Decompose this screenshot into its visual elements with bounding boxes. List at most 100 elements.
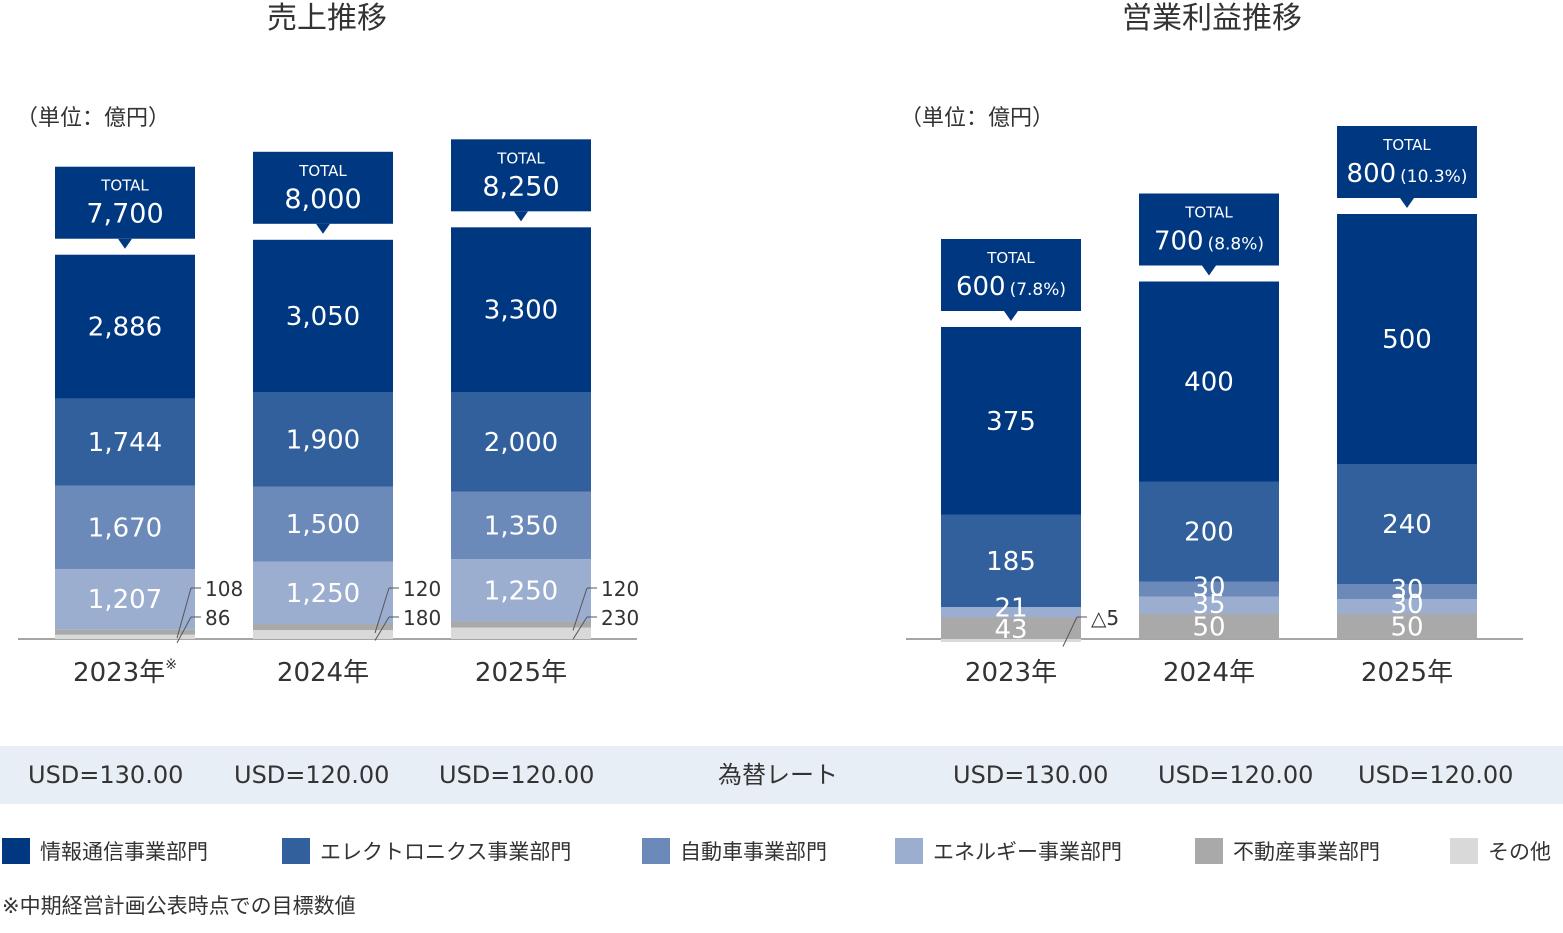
fx-rate-profit-2025: USD=120.00	[1358, 761, 1514, 789]
sales-segment-label: 1,207	[88, 585, 162, 615]
legend-label: その他	[1488, 840, 1551, 864]
sales-category-text: 2025年	[475, 658, 567, 688]
sales-bar-segment	[55, 629, 195, 635]
sales-total-pointer	[316, 223, 330, 234]
sales-total-value: 8,000	[284, 184, 361, 215]
profit-segment-label: 500	[1382, 325, 1432, 355]
profit-bar-segment	[1337, 614, 1477, 639]
sales-bar-segment	[253, 624, 393, 631]
profit-segment-label: 185	[986, 547, 1036, 577]
profit-segment-label: 30	[1192, 573, 1225, 603]
profit-bar-segment	[1337, 214, 1477, 464]
legend-item-other: その他	[1450, 836, 1551, 866]
sales-total-label: TOTAL	[496, 149, 545, 167]
legend-item-automotive: 自動車事業部門	[642, 836, 827, 866]
profit-category-label: 2023年	[965, 658, 1057, 688]
profit-bar-segment	[941, 607, 1081, 618]
profit-total-pointer	[1004, 311, 1018, 321]
sales-leader-line	[374, 587, 390, 634]
profit-total-callout: TOTAL 600 (7.8%)	[941, 239, 1081, 321]
sales-category-text: 2023年	[73, 658, 165, 688]
sales-total-pointer	[118, 238, 132, 249]
profit-bar-segment	[941, 639, 1081, 642]
profit-total-callout: TOTAL 700 (8.8%)	[1139, 193, 1279, 276]
legend-label: 不動産事業部門	[1233, 840, 1380, 864]
sales-outside-label: 230	[601, 606, 639, 630]
sales-bars: 2,886 1,744 1,670 1,207 108 86 TOTAL 7,700 2023年…	[18, 139, 639, 688]
legend-label: 情報通信事業部門	[40, 840, 208, 864]
profit-segment-label: 240	[1382, 510, 1432, 540]
legend-item-energy: エネルギー事業部門	[895, 836, 1122, 866]
profit-total-value: 800 (10.3%)	[1347, 159, 1468, 189]
sales-total-value: 7,700	[86, 199, 163, 230]
sales-leader-line	[572, 587, 588, 631]
legend-swatch	[1450, 838, 1478, 864]
profit-total-margin: (7.8%)	[1010, 280, 1066, 300]
sales-segment-label: 1,350	[484, 511, 558, 541]
profit-total-amount: 800	[1347, 159, 1397, 189]
legend: 情報通信事業部門 エレクトロニクス事業部門 自動車事業部門 エネルギー事業部門 …	[0, 836, 1563, 866]
sales-bar-segment	[253, 391, 393, 487]
profit-segment-label: 50	[1390, 613, 1423, 643]
sales-bar-segment	[253, 239, 393, 392]
profit-outside-label: △5	[1091, 606, 1119, 630]
sales-bar-segment	[253, 486, 393, 562]
sales-bar-segment	[253, 630, 393, 639]
sales-category-note-mark: ※	[165, 657, 177, 673]
sales-segment-label: 3,050	[286, 302, 360, 332]
sales-total-value: 8,250	[482, 171, 559, 202]
sales-total-pointer	[514, 211, 528, 222]
profit-category-text: 2024年	[1163, 658, 1255, 688]
sales-total-callout: TOTAL 8,250	[451, 139, 591, 222]
profit-bar-segment	[1337, 584, 1477, 599]
sales-total-label: TOTAL	[298, 162, 347, 180]
sales-bar-segment	[253, 561, 393, 625]
profit-bar-segment	[941, 327, 1081, 515]
profit-bar-segment	[1139, 481, 1279, 582]
legend-item-ict: 情報通信事業部門	[2, 836, 208, 866]
sales-outside-label: 86	[205, 606, 230, 630]
profit-total-margin: (10.3%)	[1400, 167, 1467, 187]
sales-total-box	[451, 139, 591, 212]
sales-total-callout: TOTAL 8,000	[253, 151, 393, 234]
profit-total-margin: (8.8%)	[1208, 235, 1264, 255]
profit-category-text: 2025年	[1361, 658, 1453, 688]
sales-leader-line	[176, 587, 192, 639]
sales-segment-label: 1,670	[88, 513, 162, 543]
sales-total-callout: TOTAL 7,700	[55, 166, 195, 249]
profit-segment-label: 30	[1390, 575, 1423, 605]
legend-swatch	[895, 838, 923, 864]
profit-segment-label: 50	[1192, 613, 1225, 643]
sales-outside-label: 120	[403, 577, 441, 601]
legend-label: 自動車事業部門	[680, 840, 827, 864]
profit-segment-label: 200	[1184, 518, 1234, 548]
profit-total-pointer	[1202, 265, 1216, 276]
profit-bar-segment	[941, 514, 1081, 607]
sales-outside-label: 120	[601, 577, 639, 601]
profit-total-label: TOTAL	[1184, 204, 1233, 222]
sales-bar-segment	[451, 227, 591, 392]
profit-segment-label: 35	[1192, 590, 1225, 620]
sales-chart-title: 売上推移	[267, 1, 387, 36]
sales-category-label: 2025年	[475, 658, 567, 688]
profit-total-box	[1139, 193, 1279, 266]
sales-bar-segment	[451, 491, 591, 560]
sales-category-text: 2024年	[277, 658, 369, 688]
sales-bar-segment	[451, 627, 591, 639]
sales-unit-label: （単位：億円）	[16, 106, 170, 131]
legend-label: エネルギー事業部門	[933, 840, 1122, 864]
fx-rate-profit-2024: USD=120.00	[1158, 761, 1314, 789]
profit-bar-segment	[941, 617, 1081, 639]
sales-segment-label: 2,886	[88, 313, 162, 343]
profit-unit-label: （単位：億円）	[900, 106, 1054, 131]
sales-bar-segment	[451, 559, 591, 622]
sales-bar-segment	[451, 391, 591, 492]
footnote: ※中期経営計画公表時点での目標数値	[2, 894, 356, 918]
sales-leader-line	[572, 616, 588, 640]
sales-bar-segment	[55, 634, 195, 639]
sales-segment-label: 1,250	[286, 579, 360, 609]
profit-bar-segment	[1139, 581, 1279, 597]
profit-total-pointer	[1400, 198, 1414, 208]
sales-outside-label: 180	[403, 606, 441, 630]
profit-total-amount: 700	[1154, 227, 1204, 257]
